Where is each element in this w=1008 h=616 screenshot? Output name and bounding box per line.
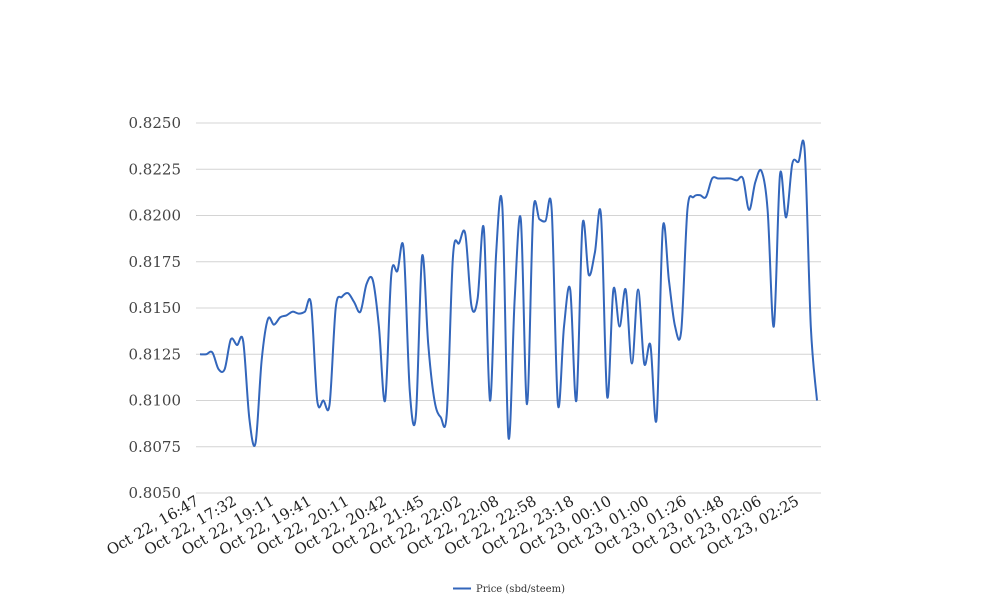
series-layer — [199, 139, 818, 447]
y-tick-label: 0.8175 — [129, 253, 182, 271]
y-tick-label: 0.8100 — [129, 392, 182, 410]
grid-lines — [196, 122, 821, 494]
legend-label: Price (sbd/steem) — [476, 584, 565, 595]
y-axis-tick-labels: 0.8050 0.8075 0.8100 0.8125 0.8150 0.8175 0.82… — [129, 114, 182, 502]
y-tick-label: 0.8125 — [129, 345, 182, 363]
legend[interactable]: Price (sbd/steem) — [453, 584, 565, 595]
series-line-price — [199, 139, 818, 447]
y-tick-label: 0.8075 — [129, 438, 182, 456]
y-tick-label: 0.8225 — [129, 160, 182, 178]
y-tick-label: 0.8200 — [129, 207, 182, 225]
y-tick-label: 0.8250 — [129, 114, 182, 132]
y-tick-label: 0.8150 — [129, 299, 182, 317]
y-tick-label: 0.8050 — [129, 484, 182, 502]
